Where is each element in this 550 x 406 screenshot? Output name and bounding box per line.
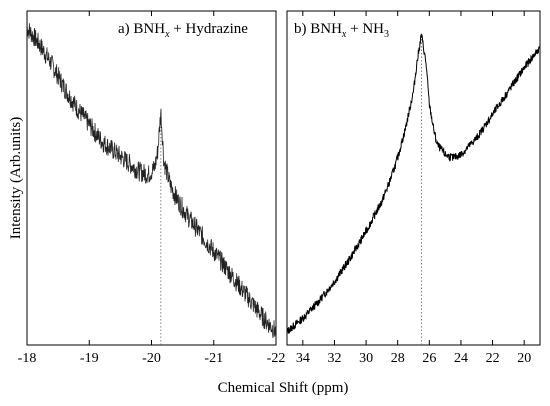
panel-b-x-tick-label: 22 [486, 351, 500, 366]
panel-a-x-tick-label: -21 [204, 351, 223, 366]
x-axis-label: Chemical Shift (ppm) [218, 380, 349, 396]
panel-a-x-tick-label: -18 [18, 351, 37, 366]
panel-a-title: a) BNHx + Hydrazine [118, 21, 248, 40]
panel-a-x-tick-label: -20 [142, 351, 161, 366]
panel-b-spectrum-line [287, 33, 540, 334]
panel-a-x-tick-label: -22 [267, 351, 286, 366]
y-axis-label: Intensity (Arb.units) [8, 117, 24, 239]
panel-a-x-tick-label: -19 [80, 351, 99, 366]
panel-b-x-tick-label: 28 [391, 351, 405, 366]
panel-b-x-tick-label: 24 [454, 351, 468, 366]
panel-a-spectrum-line [27, 23, 276, 338]
panel-b-frame [286, 10, 541, 346]
panel-b-x-tick-label: 34 [296, 351, 310, 366]
panel-b-x-tick-label: 20 [517, 351, 531, 366]
panel-b-x-tick-label: 30 [359, 351, 373, 366]
panel-b: b) BNHx + NH3 [286, 10, 541, 346]
panel-b-title: b) BNHx + NH3 [294, 21, 389, 40]
panel-b-x-tick-label: 26 [422, 351, 436, 366]
panel-b-x-tick-label: 32 [327, 351, 341, 366]
